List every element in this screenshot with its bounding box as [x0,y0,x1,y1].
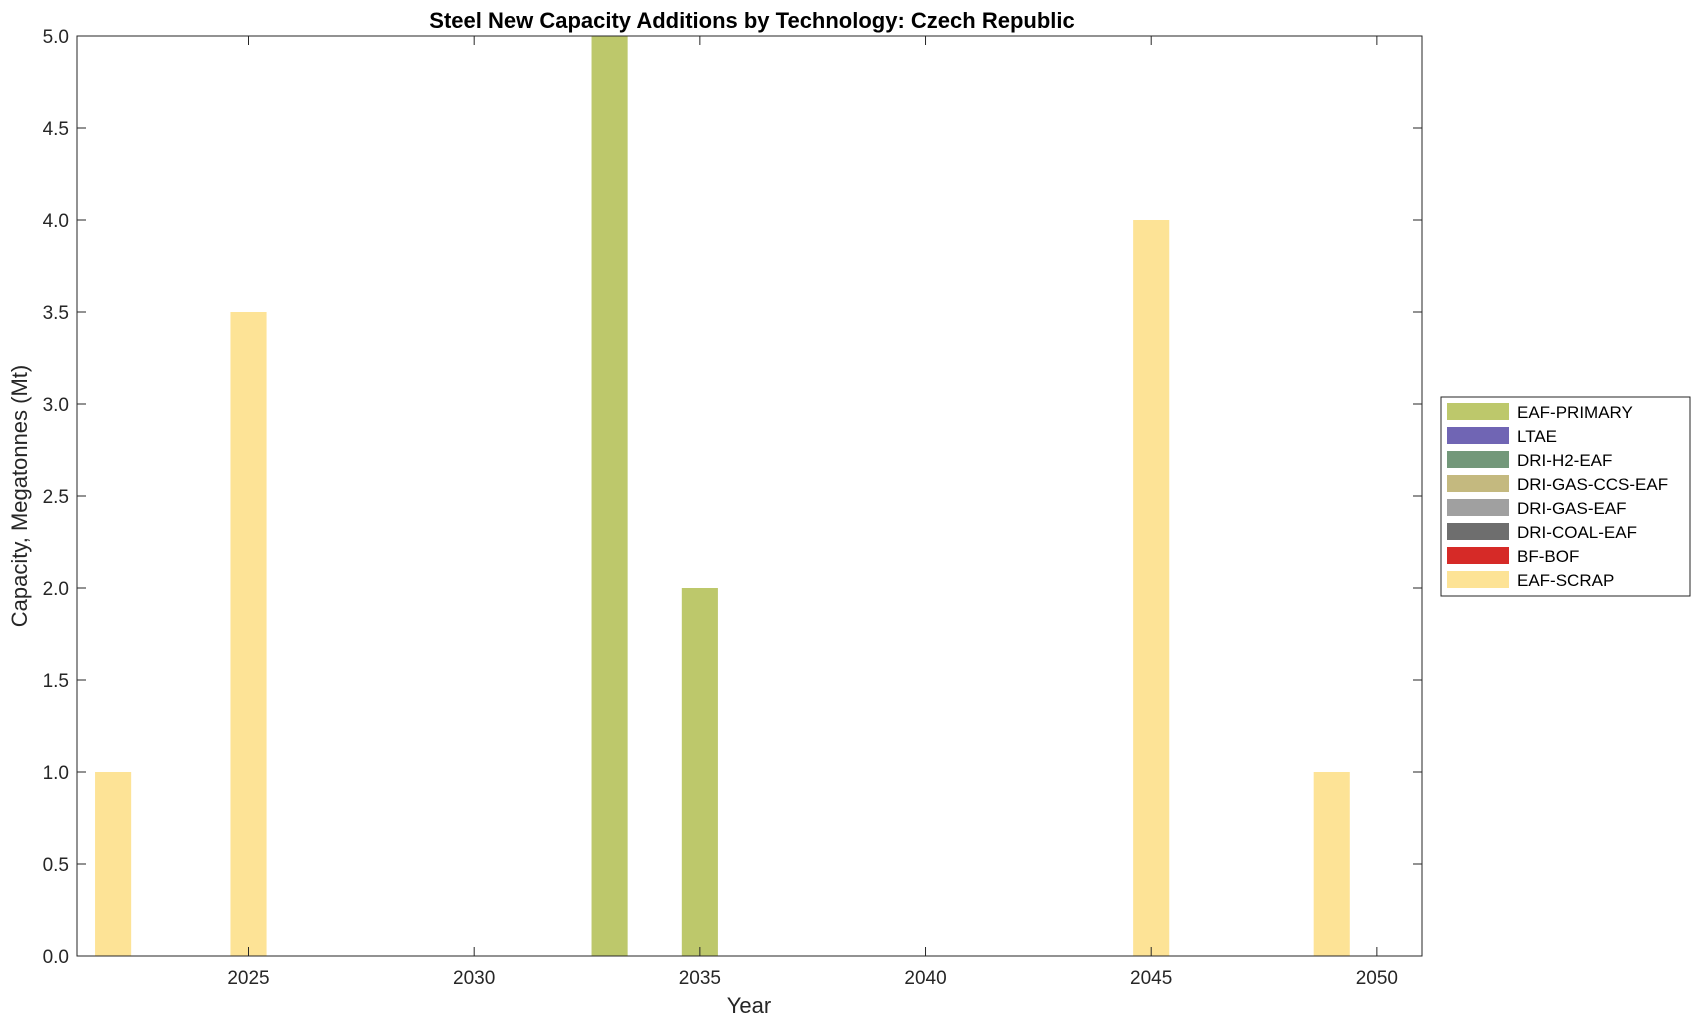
legend-swatch-bf-bof [1447,547,1509,564]
legend-swatch-ltae [1447,427,1509,444]
legend-box [1440,396,1691,597]
legend-label-dri-h2-eaf: DRI-H2-EAF [1517,451,1612,470]
y-tick-label: 2.5 [43,487,69,508]
y-tick-label: 4.0 [43,211,69,232]
x-tick-label: 2045 [1130,968,1172,989]
y-tick-label: 3.5 [43,303,69,324]
bars-layer [95,36,1350,956]
legend-label-dri-coal-eaf: DRI-COAL-EAF [1517,523,1637,542]
bar-eaf-scrap-2022 [95,772,132,956]
x-tick-label: 2030 [453,968,495,989]
y-tick-label: 1.5 [43,671,69,692]
x-tick-label: 2040 [904,968,946,989]
ticks-layer: 2025 2030 2035 2040 2045 2050 0.0 0.5 1.0 1.5 2.0 2… [43,27,1422,989]
bar-eaf-primary-2035 [681,588,718,956]
y-tick-label: 0.5 [43,855,69,876]
legend-label-dri-gas-ccs-eaf: DRI-GAS-CCS-EAF [1517,475,1668,494]
x-tick-label: 2035 [679,968,721,989]
legend-label-eaf-scrap: EAF-SCRAP [1517,571,1614,590]
x-tick-label: 2050 [1356,968,1398,989]
y-tick-label: 0.0 [43,947,69,968]
y-tick-label: 4.5 [43,119,69,140]
bar-eaf-scrap-2025 [230,312,267,956]
legend-swatch-dri-h2-eaf [1447,451,1509,468]
legend-swatch-dri-gas-eaf [1447,499,1509,516]
legend-swatch-eaf-scrap [1447,571,1509,588]
y-tick-label: 5.0 [43,27,69,48]
legend-swatch-eaf-primary [1447,403,1509,420]
y-tick-label: 3.0 [43,395,69,416]
plot-area-frame [76,35,1423,957]
legend-swatch-dri-gas-ccs-eaf [1447,475,1509,492]
legend-items: EAF-PRIMARY LTAE DRI-H2-EAF DRI-GAS-CCS-EAF… [1447,403,1668,590]
y-tick-label: 2.0 [43,579,69,600]
bar-eaf-scrap-2049 [1313,772,1350,956]
legend-label-eaf-primary: EAF-PRIMARY [1517,403,1633,422]
legend-label-dri-gas-eaf: DRI-GAS-EAF [1517,499,1627,518]
legend-swatch-dri-coal-eaf [1447,523,1509,540]
x-axis-title: Year [727,993,771,1018]
legend: EAF-PRIMARY LTAE DRI-H2-EAF DRI-GAS-CCS-EAF… [1440,396,1691,597]
y-axis-title: Capacity, Megatonnes (Mt) [7,365,32,627]
chart-title: Steel New Capacity Additions by Technolo… [429,8,1074,33]
y-tick-label: 1.0 [43,763,69,784]
legend-label-bf-bof: BF-BOF [1517,547,1579,566]
bar-eaf-scrap-2045 [1133,220,1170,956]
x-tick-label: 2025 [227,968,269,989]
legend-label-ltae: LTAE [1517,427,1557,446]
bar-eaf-primary-2033 [591,36,628,956]
